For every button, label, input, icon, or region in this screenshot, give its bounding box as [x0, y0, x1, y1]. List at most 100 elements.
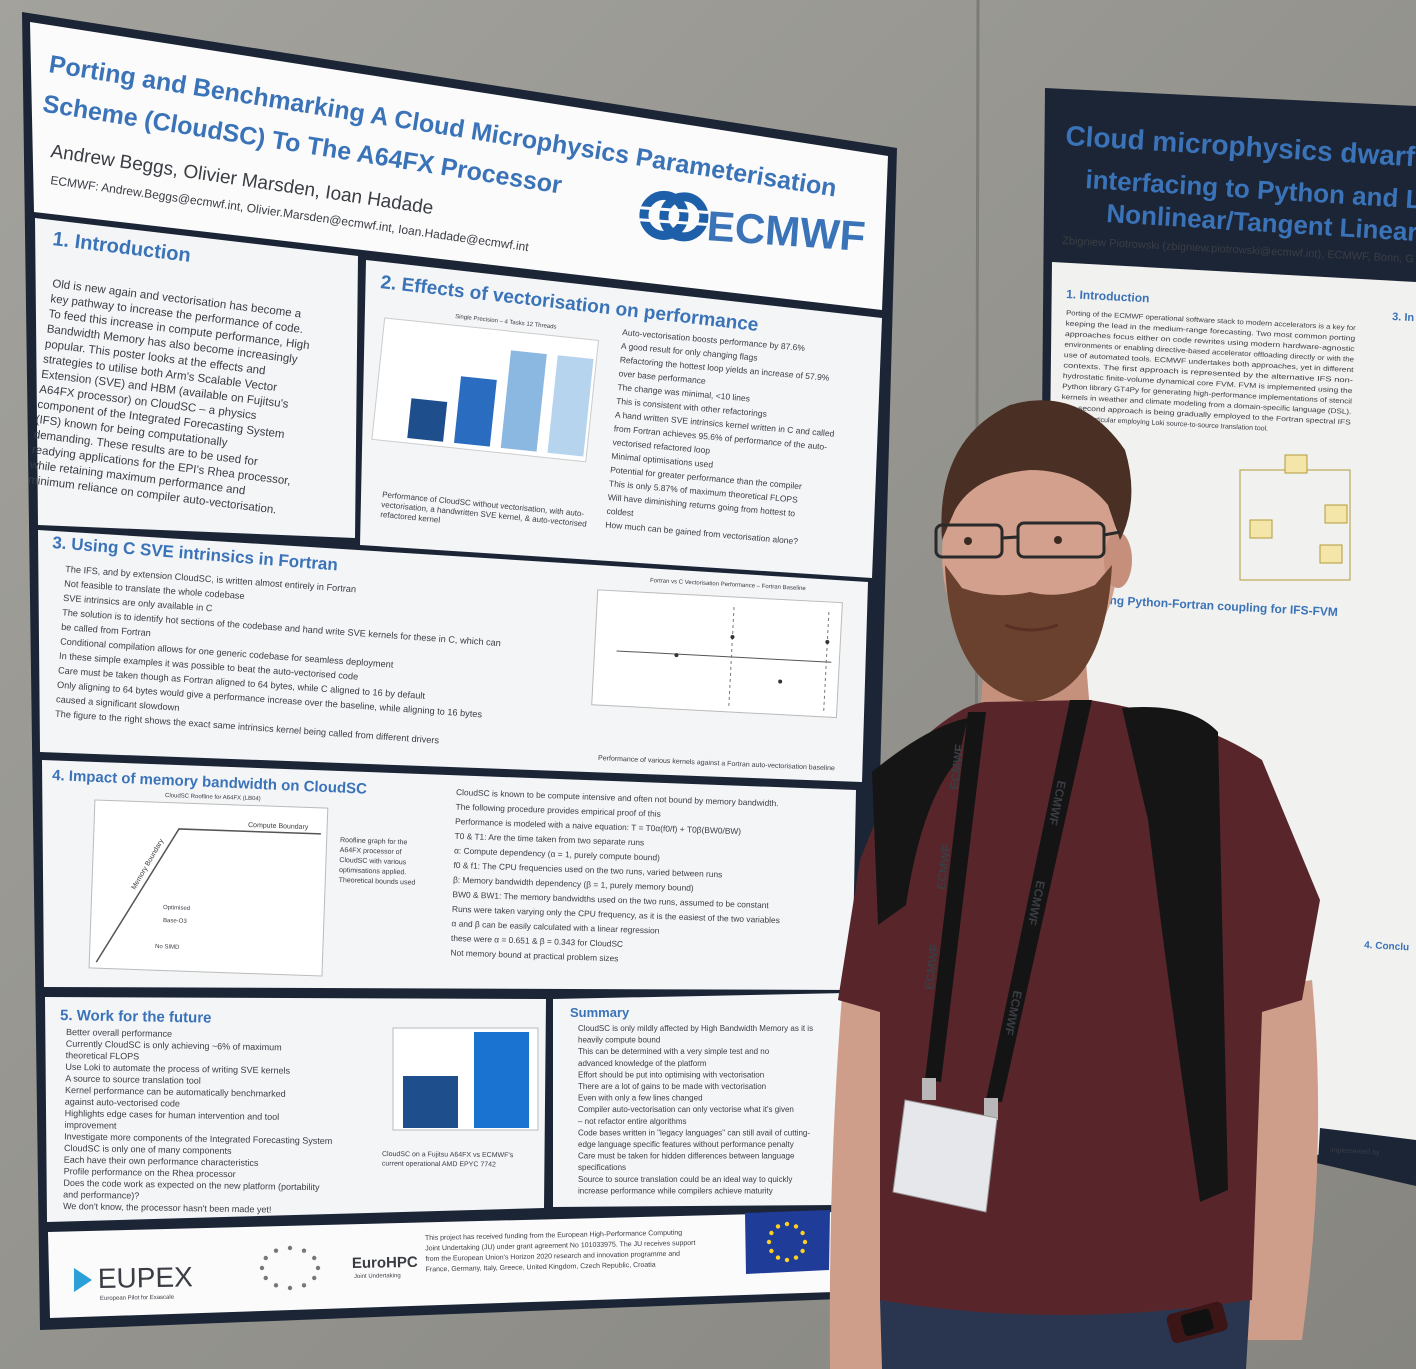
watch-face: [1180, 1308, 1214, 1337]
section-box: [553, 993, 846, 1207]
lanyard: [986, 700, 1092, 1102]
star: [769, 1248, 774, 1254]
body-line: increase performance while compilers ach…: [578, 1186, 773, 1195]
eurohpc-tagline: Joint Undertaking: [354, 1273, 401, 1280]
section-heading: Summary: [570, 1005, 630, 1020]
eupex-mark: [74, 1268, 92, 1292]
section-box: [35, 218, 358, 538]
intro-block: Porting of the ECMWF operational softwar…: [1060, 310, 1356, 433]
body-line: and performance)?: [63, 1189, 139, 1200]
body-line: Compiler auto-vectorisation can only vec…: [578, 1105, 794, 1114]
beard: [945, 565, 1112, 702]
diagram-figure: [1239, 454, 1351, 581]
ring-dot: [263, 1255, 268, 1261]
section-heading: 5. Work for the future: [60, 1007, 212, 1027]
star: [800, 1248, 805, 1254]
funding-line: France, Germany, Italy, Greece, United K…: [426, 1262, 656, 1274]
star: [793, 1255, 799, 1260]
caption-line: CloudSC on a Fujitsu A64FX vs ECMWF's: [382, 1151, 514, 1159]
star: [766, 1239, 772, 1245]
body-line: Even with only a few lines changed: [578, 1094, 703, 1103]
body-line: theoretical FLOPS: [66, 1050, 140, 1061]
star: [775, 1255, 781, 1260]
lanyard-text: ECMWF: [934, 844, 953, 891]
ring-dot: [287, 1285, 293, 1291]
body-line: – not refactor entire algorithms: [578, 1117, 687, 1126]
mouth: [1004, 623, 1059, 632]
body-line: Profile performance on the Rhea processo…: [64, 1166, 236, 1179]
chart-label: Optimised: [163, 905, 190, 912]
line-chart-figure: [591, 589, 843, 719]
ring-dot: [263, 1275, 268, 1281]
roofline-figure: [88, 799, 329, 977]
section-heading: 1. Introduction: [1066, 287, 1150, 305]
star: [784, 1221, 790, 1227]
body-line: Each have their own performance characte…: [64, 1155, 259, 1168]
caption-line: Roofline graph for the: [340, 837, 408, 846]
body-line: A source to source translation tool: [65, 1073, 201, 1085]
ring-dot: [287, 1245, 293, 1251]
body-line: against auto-vectorised code: [65, 1097, 180, 1109]
bullet-line: coldest: [606, 506, 634, 518]
left-poster: Porting and Benchmarking A Cloud Microph…: [22, 12, 897, 1330]
comparison-figure: [392, 1027, 539, 1131]
ring-dot: [312, 1275, 317, 1281]
badge: [892, 1099, 998, 1213]
backpack-strap: [1122, 707, 1228, 1202]
hair: [941, 400, 1132, 540]
chart-title: CloudSC Roofline for A64FX (LB04): [165, 793, 261, 802]
body-line: This can be determined with a very simpl…: [578, 1047, 770, 1056]
eu-flag: [745, 1210, 830, 1274]
eye: [964, 537, 972, 545]
star: [793, 1224, 799, 1229]
body-line: Effort should be put into optimising wit…: [578, 1070, 764, 1079]
bar-chart-figure: [371, 317, 600, 463]
body-line: Does the code work as expected on the ne…: [63, 1178, 320, 1192]
body-line: Code bases written in "legacy languages"…: [578, 1128, 810, 1137]
badge-clip: [922, 1078, 936, 1100]
ring-dot: [312, 1255, 317, 1261]
glasses: [934, 521, 1121, 559]
caption-line: A64FX processor of: [340, 847, 402, 856]
body-line: Kernel performance can be automatically …: [65, 1085, 286, 1099]
jeans: [880, 1300, 1250, 1369]
body-line: Care must be taken for hidden difference…: [578, 1152, 795, 1161]
lanyard-text: ECMWF: [947, 744, 966, 791]
caption-line: Theoretical bounds used: [339, 877, 416, 887]
caption-line-block: CloudSC on a Fujitsu A64FX vs ECMWF'scur…: [382, 1151, 514, 1168]
body-line: advanced knowledge of the platform: [578, 1059, 707, 1068]
caption-line: CloudSC with various: [339, 857, 407, 866]
footer-text: implemented by: [1330, 1147, 1380, 1157]
ring-dot: [301, 1283, 307, 1288]
ring-dot: [273, 1248, 279, 1253]
body-line: Currently CloudSC is only achieving ~6% …: [66, 1039, 282, 1053]
star: [769, 1230, 774, 1236]
body-line: improvement: [64, 1120, 117, 1131]
lanyard: [925, 712, 986, 1082]
body-line: Investigate more components of the Integ…: [64, 1131, 332, 1146]
eurohpc-logo: EuroHPC: [352, 1254, 418, 1272]
ring-dot: [259, 1265, 265, 1271]
body-line: specifications: [578, 1163, 626, 1172]
body-line: CloudSC is only one of many components: [64, 1143, 232, 1156]
body-line: heavily compute bound: [578, 1036, 660, 1045]
chart-label: Base-O3: [163, 918, 188, 925]
ring-dot: [273, 1283, 279, 1288]
section-heading: 3. In: [1392, 311, 1415, 324]
backpack-strap: [872, 718, 968, 925]
lanyard-text: ECMWF: [922, 944, 941, 991]
ring-dot: [301, 1248, 307, 1253]
body-line: There are a lot of gains to be made with…: [578, 1082, 766, 1091]
star: [775, 1224, 781, 1229]
logo-text: ECMWF: [705, 202, 867, 260]
chart-label: No SIMD: [155, 944, 180, 951]
eye: [1054, 536, 1062, 544]
body-line: Source to source translation could be an…: [578, 1175, 792, 1184]
section-heading: 4. Conclu: [1364, 940, 1410, 953]
